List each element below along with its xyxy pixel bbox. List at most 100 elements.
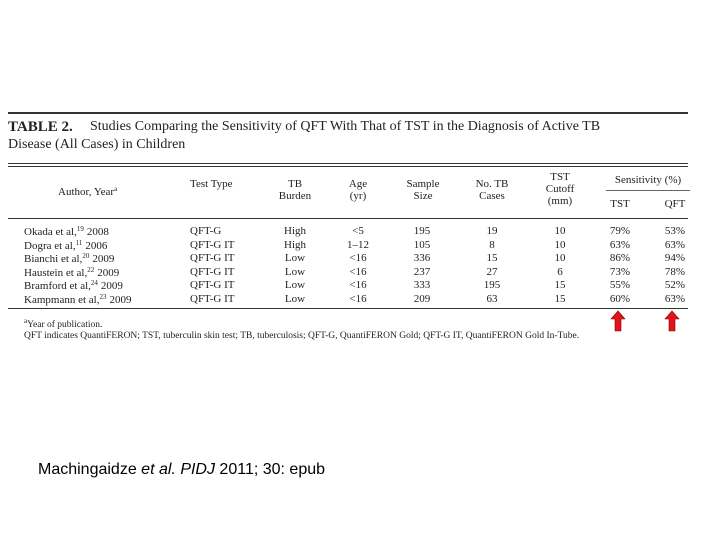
cell: QFT-G IT bbox=[190, 252, 235, 265]
header-cell: Sensitivity (%) bbox=[614, 174, 682, 186]
header-note: a bbox=[114, 185, 118, 193]
top-rule bbox=[8, 112, 688, 114]
header-cell: Cutoff bbox=[545, 183, 575, 195]
red-arrow bbox=[664, 310, 680, 332]
cell: 10 bbox=[554, 225, 566, 237]
header-cell: No. TB bbox=[475, 178, 509, 190]
header-cell: TST bbox=[550, 171, 570, 183]
year: 2006 bbox=[85, 239, 108, 252]
cell: 63% bbox=[609, 238, 631, 251]
citation: Machingaidze et al. PIDJ 2011; 30: epub bbox=[38, 462, 325, 478]
cell: 19 bbox=[486, 225, 498, 237]
cell: 15 bbox=[554, 279, 566, 292]
cell: <5 bbox=[352, 225, 364, 237]
year: 2008 bbox=[86, 226, 109, 238]
author-cell: Kampmann et al,23 2009 bbox=[24, 293, 132, 306]
cell: Low bbox=[284, 293, 306, 305]
author-cell: Haustein et al,22 2009 bbox=[24, 265, 120, 279]
header-cell: TST bbox=[610, 198, 630, 210]
header-cell: QFT bbox=[664, 198, 686, 210]
cell: <16 bbox=[349, 279, 367, 292]
cell: 237 bbox=[413, 265, 431, 278]
cell: 53% bbox=[664, 225, 686, 237]
footnote: QFT indicates QuantiFERON; TST, tubercul… bbox=[24, 331, 580, 341]
header-cell: Age bbox=[348, 178, 368, 190]
author-cell: Bianchi et al,20 2009 bbox=[24, 252, 115, 266]
cell: 55% bbox=[609, 279, 631, 292]
red-arrow bbox=[610, 310, 626, 332]
header-rule bbox=[8, 166, 688, 167]
cell: 63% bbox=[664, 293, 686, 305]
header-cell: Burden bbox=[278, 190, 312, 202]
footnote-text: Year of publication. bbox=[27, 320, 103, 330]
reference: 23 bbox=[99, 293, 107, 301]
cell: QFT-G IT bbox=[190, 238, 235, 251]
year: 2009 bbox=[97, 266, 120, 279]
year: 2009 bbox=[100, 280, 123, 293]
cell: QFT-G IT bbox=[190, 293, 235, 305]
cell: 86% bbox=[609, 252, 631, 265]
citation-part: Machingaidze bbox=[38, 461, 142, 478]
cell: 6 bbox=[557, 265, 563, 278]
table-label: TABLE 2. bbox=[8, 119, 73, 135]
cell: 94% bbox=[664, 252, 686, 265]
header-cell: Test Type bbox=[190, 178, 233, 190]
author-cell: Dogra et al,11 2006 bbox=[24, 238, 108, 252]
footnote-mark: a bbox=[24, 317, 28, 325]
body-rule bbox=[8, 218, 688, 219]
year: 2009 bbox=[92, 253, 115, 266]
cell: High bbox=[284, 238, 306, 251]
header-cell: Cases bbox=[479, 190, 505, 202]
citation-part: 2011; 30: epub bbox=[214, 461, 326, 478]
footnote: aYear of publication. bbox=[24, 318, 102, 331]
cell: 27 bbox=[486, 265, 498, 278]
cell: <16 bbox=[349, 252, 367, 265]
cell: Low bbox=[284, 252, 306, 265]
header-cell: (yr) bbox=[349, 190, 367, 202]
header-cell: Size bbox=[413, 190, 433, 202]
cell: 10 bbox=[554, 238, 566, 251]
cell: 15 bbox=[554, 293, 566, 305]
reference: 22 bbox=[87, 265, 95, 274]
cell: 333 bbox=[413, 279, 431, 292]
cell: 63% bbox=[664, 238, 686, 251]
citation-part: et al. bbox=[141, 461, 176, 478]
cell: 195 bbox=[413, 225, 431, 237]
reference: 11 bbox=[75, 238, 83, 247]
cell: 73% bbox=[609, 265, 631, 278]
year: 2009 bbox=[109, 294, 132, 306]
cell: 8 bbox=[489, 238, 495, 251]
cell: High bbox=[284, 225, 306, 237]
cell: 63 bbox=[486, 293, 498, 305]
cell: 15 bbox=[486, 252, 498, 265]
header-cell: (mm) bbox=[547, 195, 573, 207]
cell: 79% bbox=[609, 225, 631, 237]
header-cell: Sample bbox=[406, 178, 440, 190]
cell: Low bbox=[284, 265, 306, 278]
cell: QFT-G IT bbox=[190, 265, 235, 278]
cell: 336 bbox=[413, 252, 431, 265]
table-title: Studies Comparing the Sensitivity of QFT… bbox=[90, 119, 601, 134]
table-title: Disease (All Cases) in Children bbox=[8, 137, 186, 152]
cell: 195 bbox=[483, 279, 501, 292]
header-cell: TB bbox=[287, 178, 303, 190]
reference: 19 bbox=[76, 225, 84, 233]
cell: 52% bbox=[664, 279, 686, 292]
cell: <16 bbox=[349, 293, 367, 305]
cell: 105 bbox=[413, 238, 431, 251]
header-cell: Author, Yeara bbox=[58, 185, 118, 198]
header-rule bbox=[8, 163, 688, 164]
reference: 24 bbox=[90, 279, 98, 288]
cell: Low bbox=[284, 279, 306, 292]
cell: 10 bbox=[554, 252, 566, 265]
reference: 20 bbox=[82, 252, 90, 261]
author-cell: Bramford et al,24 2009 bbox=[24, 279, 123, 293]
cell: 60% bbox=[609, 293, 631, 305]
cell: <16 bbox=[349, 265, 367, 278]
bottom-rule bbox=[8, 308, 688, 309]
citation-part: PIDJ bbox=[180, 461, 215, 478]
cell: QFT-G bbox=[190, 225, 222, 237]
author-cell: Okada et al,19 2008 bbox=[24, 225, 109, 238]
cell: 78% bbox=[664, 265, 686, 278]
